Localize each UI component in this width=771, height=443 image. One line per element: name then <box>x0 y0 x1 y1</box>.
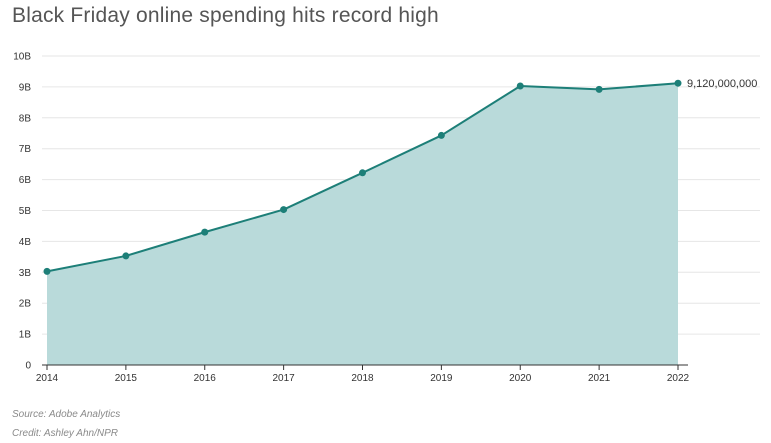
y-tick-label: 2B <box>19 299 32 310</box>
area-fill <box>47 83 678 365</box>
x-tick-label: 2020 <box>509 373 532 384</box>
x-tick-label: 2018 <box>351 373 374 384</box>
y-tick-label: 10B <box>13 52 31 63</box>
data-point <box>43 267 51 275</box>
x-tick-label: 2015 <box>115 373 138 384</box>
data-point <box>516 82 524 90</box>
x-tick-label: 2022 <box>667 373 690 384</box>
source-note: Source: Adobe Analytics <box>12 409 121 420</box>
y-tick-label: 1B <box>19 330 32 341</box>
y-tick-label: 9B <box>19 82 32 93</box>
data-point <box>122 252 130 260</box>
y-tick-label: 6B <box>19 175 32 186</box>
credit-note: Credit: Ashley Ahn/NPR <box>12 428 118 439</box>
y-tick-label: 8B <box>19 113 32 124</box>
axes: 0 1B 2B 3B 4B 5B 6B 7B 8B 9B 10B 2014 2015 2016 2017 20… <box>13 52 689 385</box>
x-tick-label: 2021 <box>588 373 611 384</box>
chart-title: Black Friday online spending hits record… <box>12 4 439 27</box>
data-point <box>201 228 209 236</box>
data-point <box>280 206 288 214</box>
end-value-label: 9,120,000,000 <box>687 78 757 90</box>
data-point <box>437 131 445 139</box>
data-point <box>595 85 603 93</box>
y-tick-label: 7B <box>19 144 32 155</box>
y-tick-label: 3B <box>19 268 32 279</box>
x-tick-label: 2017 <box>273 373 296 384</box>
x-tick-label: 2014 <box>36 373 59 384</box>
data-points <box>43 79 682 275</box>
y-tick-label: 5B <box>19 206 32 217</box>
data-point <box>359 169 366 177</box>
y-tick-label: 0 <box>25 361 31 372</box>
data-point <box>674 79 682 87</box>
x-tick-label: 2019 <box>430 373 453 384</box>
area-fill-path <box>47 83 678 365</box>
x-tick-label: 2016 <box>194 373 217 384</box>
y-tick-label: 4B <box>19 237 32 248</box>
